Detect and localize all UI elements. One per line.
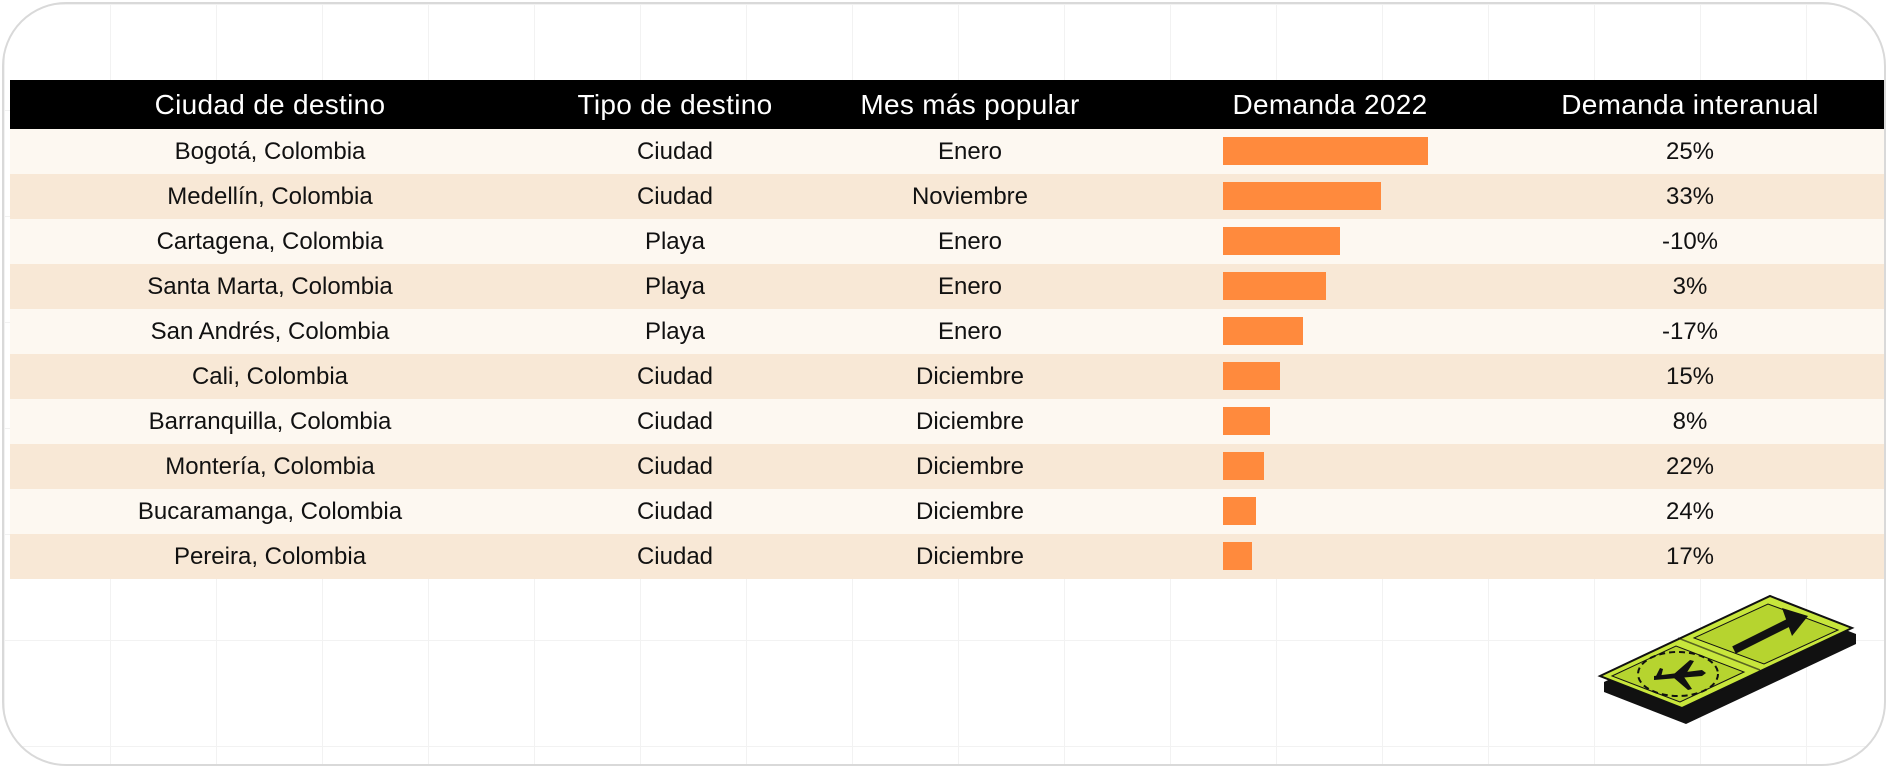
demand-bar <box>1223 227 1340 255</box>
type-cell: Playa <box>644 317 706 345</box>
demand-bar-cell <box>1223 182 1523 210</box>
yoy-cell: 24% <box>1665 497 1715 525</box>
arrow-up-right-icon <box>1732 608 1808 654</box>
month-cell: Diciembre <box>915 542 1025 570</box>
table-row: Cartagena, Colombia Playa Enero -10% <box>10 219 1884 264</box>
table-row: Barranquilla, Colombia Ciudad Diciembre 8% <box>10 399 1884 444</box>
city-cell: Medellín, Colombia <box>167 182 373 210</box>
month-cell: Diciembre <box>915 497 1025 525</box>
table-row: Cali, Colombia Ciudad Diciembre 15% <box>10 354 1884 399</box>
demand-bar <box>1223 317 1303 345</box>
city-cell: Bogotá, Colombia <box>174 137 366 165</box>
city-cell: Pereira, Colombia <box>173 542 367 570</box>
month-cell: Diciembre <box>915 407 1025 435</box>
demand-bar-cell <box>1223 497 1523 525</box>
airport-sign-icon <box>1597 594 1856 724</box>
month-cell: Diciembre <box>915 452 1025 480</box>
table-row: Pereira, Colombia Ciudad Diciembre 17% <box>10 534 1884 579</box>
yoy-cell: -17% <box>1661 317 1719 345</box>
month-cell: Enero <box>937 272 1003 300</box>
yoy-cell: -10% <box>1661 227 1719 255</box>
airplane-icon <box>1637 651 1719 697</box>
demand-bar <box>1223 542 1252 570</box>
city-cell: San Andrés, Colombia <box>150 317 390 345</box>
header-yoy: Demanda interanual <box>1561 88 1819 120</box>
demand-bar-cell <box>1223 137 1523 165</box>
month-cell: Enero <box>937 137 1003 165</box>
type-cell: Ciudad <box>636 407 714 435</box>
demand-bar-cell <box>1223 317 1523 345</box>
month-cell: Noviembre <box>911 182 1029 210</box>
type-cell: Playa <box>644 227 706 255</box>
type-cell: Ciudad <box>636 137 714 165</box>
table-row: Bucaramanga, Colombia Ciudad Diciembre 24% <box>10 489 1884 534</box>
city-cell: Cali, Colombia <box>191 362 349 390</box>
table-header: Ciudad de destino Tipo de destino Mes má… <box>10 80 1884 129</box>
demand-bar <box>1223 137 1428 165</box>
demand-bar <box>1223 362 1280 390</box>
yoy-cell: 33% <box>1665 182 1715 210</box>
month-cell: Diciembre <box>915 362 1025 390</box>
table-row: Medellín, Colombia Ciudad Noviembre 33% <box>10 174 1884 219</box>
yoy-cell: 17% <box>1665 542 1715 570</box>
demand-bar-cell <box>1223 227 1523 255</box>
header-demand: Demanda 2022 <box>1232 88 1428 120</box>
destinations-table: Ciudad de destino Tipo de destino Mes má… <box>10 80 1884 579</box>
table-row: Bogotá, Colombia Ciudad Enero 25% <box>10 129 1884 174</box>
table-row: Santa Marta, Colombia Playa Enero 3% <box>10 264 1884 309</box>
table-body: Bogotá, Colombia Ciudad Enero 25% Medellín, … <box>10 129 1884 579</box>
demand-bar-cell <box>1223 362 1523 390</box>
city-cell: Barranquilla, Colombia <box>148 407 392 435</box>
table-row: San Andrés, Colombia Playa Enero -17% <box>10 309 1884 354</box>
demand-bar-cell <box>1223 407 1523 435</box>
month-cell: Enero <box>937 317 1003 345</box>
yoy-cell: 15% <box>1665 362 1715 390</box>
header-city: Ciudad de destino <box>154 88 386 120</box>
demand-bar <box>1223 182 1381 210</box>
demand-bar <box>1223 452 1264 480</box>
demand-bar-cell <box>1223 542 1523 570</box>
type-cell: Ciudad <box>636 362 714 390</box>
type-cell: Ciudad <box>636 542 714 570</box>
demand-bar <box>1223 272 1326 300</box>
header-month: Mes más popular <box>860 88 1080 120</box>
month-cell: Enero <box>937 227 1003 255</box>
type-cell: Ciudad <box>636 182 714 210</box>
yoy-cell: 22% <box>1665 452 1715 480</box>
demand-bar <box>1223 407 1270 435</box>
header-type: Tipo de destino <box>577 88 773 120</box>
city-cell: Santa Marta, Colombia <box>147 272 393 300</box>
table-row: Montería, Colombia Ciudad Diciembre 22% <box>10 444 1884 489</box>
type-cell: Ciudad <box>636 452 714 480</box>
demand-bar <box>1223 497 1256 525</box>
yoy-cell: 3% <box>1672 272 1708 300</box>
city-cell: Montería, Colombia <box>165 452 375 480</box>
city-cell: Cartagena, Colombia <box>156 227 384 255</box>
demand-bar-cell <box>1223 272 1523 300</box>
yoy-cell: 25% <box>1665 137 1715 165</box>
type-cell: Playa <box>644 272 706 300</box>
yoy-cell: 8% <box>1672 407 1708 435</box>
demand-bar-cell <box>1223 452 1523 480</box>
type-cell: Ciudad <box>636 497 714 525</box>
city-cell: Bucaramanga, Colombia <box>137 497 403 525</box>
